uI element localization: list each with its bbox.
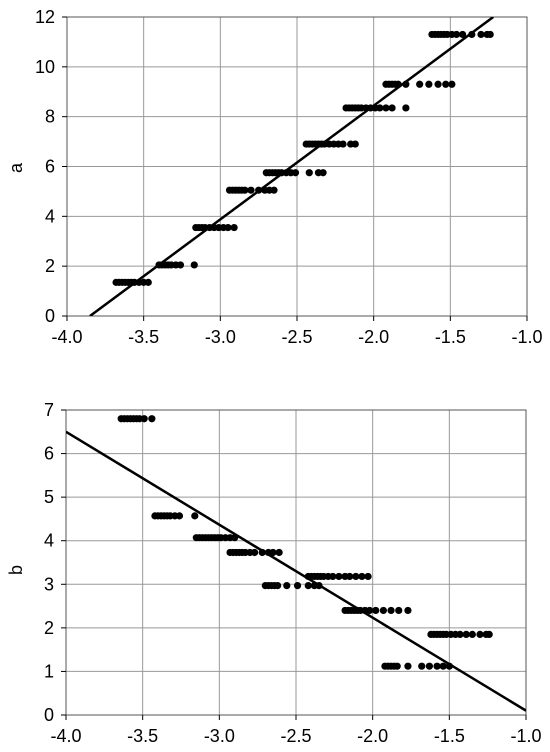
data-point — [251, 548, 259, 557]
y-tick-label: 5 — [44, 487, 54, 507]
data-point — [270, 186, 278, 194]
data-point — [448, 80, 456, 88]
data-point — [335, 572, 343, 581]
data-point — [175, 512, 184, 520]
x-tick-label: -4.0 — [51, 327, 82, 347]
data-point — [293, 581, 302, 590]
data-point — [283, 581, 291, 590]
data-point — [241, 186, 249, 194]
data-point — [372, 606, 380, 615]
data-point — [190, 261, 198, 269]
y-tick-label: 10 — [35, 57, 55, 77]
data-point — [418, 662, 426, 670]
x-tick-label: -1.5 — [435, 327, 466, 347]
data-point — [358, 572, 366, 581]
data-point — [388, 104, 396, 112]
data-point — [404, 606, 412, 615]
fit-line-b — [66, 430, 526, 712]
data-point — [402, 104, 410, 112]
data-point — [247, 186, 255, 194]
data-point — [387, 606, 395, 615]
data-point — [304, 581, 312, 590]
data-point — [346, 572, 354, 581]
data-point — [434, 80, 442, 88]
y-tick-label: 1 — [44, 661, 54, 681]
y-tick-label: 8 — [45, 107, 55, 127]
data-point — [274, 581, 282, 590]
y-tick-label: 0 — [44, 705, 54, 725]
data-point — [176, 261, 185, 269]
data-point — [275, 548, 283, 557]
data-point — [382, 104, 390, 112]
x-tick-label: -1.0 — [511, 327, 542, 347]
data-point — [468, 630, 476, 638]
x-tick-label: -1.5 — [434, 726, 465, 746]
fit-line-a — [89, 17, 495, 316]
data-point — [230, 223, 238, 232]
data-point — [395, 606, 403, 615]
y-tick-label: 4 — [44, 531, 54, 551]
x-tick-label: -3.0 — [205, 327, 236, 347]
x-tick-label: -2.5 — [280, 726, 311, 746]
y-tick-label: 2 — [45, 256, 55, 276]
data-point — [319, 169, 327, 177]
chart-panel-b: -4.0 -3.5 -3.0 -2.5 -2.0 -1.5 -1.0 0 1 2 3 4 5 6 7 b — [6, 400, 542, 746]
data-point — [416, 80, 424, 88]
y-tick-label: 2 — [44, 618, 54, 638]
data-point — [452, 30, 461, 39]
y-tick-label: 3 — [44, 574, 54, 594]
data-point — [462, 630, 470, 638]
data-point — [329, 572, 337, 581]
y-tick-label: 12 — [35, 7, 55, 27]
data-point — [459, 30, 467, 39]
x-tick-label: -2.0 — [358, 327, 389, 347]
data-point — [442, 80, 450, 88]
data-point — [305, 169, 313, 177]
x-tick-label: -4.0 — [50, 726, 81, 746]
y-axis-label-b: b — [6, 565, 26, 575]
y-axis-label-a: a — [6, 162, 26, 173]
data-point — [351, 140, 359, 148]
data-point — [269, 548, 277, 557]
y-tick-label: 7 — [44, 400, 54, 420]
data-point — [144, 278, 152, 286]
y-tick-label: 6 — [44, 444, 54, 464]
data-point — [425, 662, 433, 670]
y-tick-label: 4 — [45, 206, 55, 226]
y-tick-label: 6 — [45, 157, 55, 177]
data-point — [364, 572, 372, 581]
data-point — [366, 606, 374, 615]
data-point — [485, 630, 493, 638]
x-tick-label: -1.0 — [510, 726, 541, 746]
x-tick-label: -2.5 — [281, 327, 312, 347]
data-point — [439, 662, 447, 670]
x-tick-label: -3.5 — [127, 726, 158, 746]
data-point — [456, 630, 464, 638]
data-point — [140, 415, 148, 423]
x-tick-label: -2.0 — [357, 726, 388, 746]
data-point — [148, 415, 156, 423]
data-point — [404, 662, 412, 670]
data-point — [486, 30, 494, 39]
data-point — [339, 140, 347, 148]
data-point — [425, 80, 433, 88]
data-point — [379, 606, 387, 615]
data-point — [352, 572, 360, 581]
data-point — [433, 662, 441, 670]
data-point — [291, 169, 300, 177]
data-point — [224, 223, 232, 232]
data-point — [476, 630, 484, 638]
data-point — [393, 662, 401, 670]
data-point — [477, 30, 485, 39]
data-point — [376, 104, 384, 112]
x-tick-label: -3.0 — [204, 726, 235, 746]
x-tick-label: -3.5 — [128, 327, 159, 347]
chart-panel-a: -4.0 -3.5 -3.0 -2.5 -2.0 -1.5 -1.0 0 2 4 6 8 10 12 a — [6, 7, 543, 347]
y-tick-label: 0 — [45, 306, 55, 326]
data-point — [191, 512, 199, 520]
